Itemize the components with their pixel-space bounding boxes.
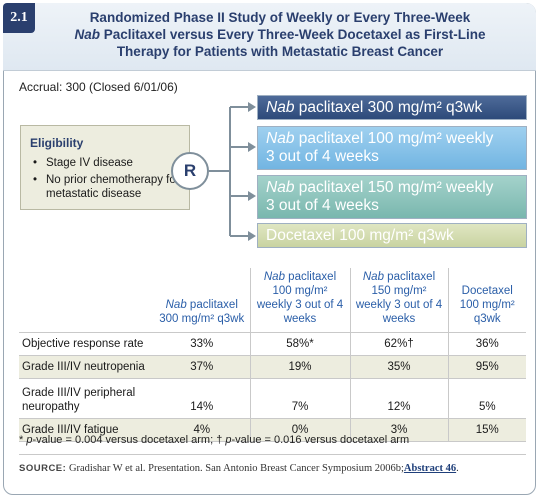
footnote-mark-1: * xyxy=(19,434,27,446)
arm-nab-italic: Nab xyxy=(266,179,295,196)
arm-nab-italic: Nab xyxy=(266,130,295,147)
arm-nab-300-q3wk: Nab paclitaxel 300 mg/m² q3wk xyxy=(257,95,527,120)
source-label: SOURCE: xyxy=(19,463,67,474)
table-corner xyxy=(19,268,154,333)
arm-nab-italic: Nab xyxy=(266,99,295,116)
table-cell: 0% xyxy=(249,418,350,442)
arm-line-1: paclitaxel 100 mg/m² weekly xyxy=(294,130,494,147)
title-line-2-rest: Paclitaxel versus Every Three-Week Docet… xyxy=(100,27,486,42)
footnote-p-italic: p xyxy=(225,434,232,446)
eligibility-box: Eligibility Stage IV disease No prior ch… xyxy=(20,125,190,210)
footnote-text-2: -value = 0.016 versus docetaxel arm xyxy=(231,434,410,446)
table-cell: 14% xyxy=(154,378,250,419)
abstract-link[interactable]: Abstract 46 xyxy=(403,463,457,474)
table-row: Grade III/IV neutropenia 37% 19% 35% 95% xyxy=(19,355,526,379)
footnote-text-1: -value = 0.004 versus docetaxel arm; xyxy=(32,434,217,446)
arm-1-arrowhead xyxy=(248,102,256,112)
row-label: Objective response rate xyxy=(19,332,154,356)
figure-number-badge: 2.1 xyxy=(3,3,35,33)
table-cell: 33% xyxy=(154,332,250,356)
column-header-italic: Nab xyxy=(165,299,187,311)
column-header: Docetaxel 100 mg/m² q3wk xyxy=(447,268,526,333)
results-table: Nab paclitaxel 300 mg/m² q3wk Nab paclit… xyxy=(19,268,526,442)
table-cell: 62%† xyxy=(349,332,448,356)
column-header-text: Docetaxel 100 mg/m² q3wk xyxy=(459,285,515,325)
table-cell: 12% xyxy=(349,378,448,419)
title-nab-italic: Nab xyxy=(74,27,101,42)
source-end: . xyxy=(456,463,459,474)
table-header-row: Nab paclitaxel 300 mg/m² q3wk Nab paclit… xyxy=(19,268,526,333)
table-row: Grade III/IV peripheral neuropathy 14% 7… xyxy=(19,378,526,419)
arm-nab-150-weekly: Nab paclitaxel 150 mg/m² weekly 3 out of… xyxy=(257,175,527,219)
arm-2-arrowhead xyxy=(248,142,256,152)
arm-3-arrowhead xyxy=(248,191,256,201)
arm-line-1: paclitaxel 300 mg/m² q3wk xyxy=(294,99,483,116)
eligibility-list: Stage IV disease No prior chemotherapy f… xyxy=(33,156,183,204)
source-text: Gradishar W et al. Presentation. San Ant… xyxy=(66,463,404,474)
row-label: Grade III/IV neutropenia xyxy=(19,355,154,379)
header-band xyxy=(3,3,536,71)
table-row: Objective response rate 33% 58%* 62%† 36… xyxy=(19,332,526,356)
eligibility-item: Stage IV disease xyxy=(33,156,183,170)
arm-line-2: 3 out of 4 weeks xyxy=(266,148,379,165)
arm-line-1: Docetaxel 100 mg/m² q3wk xyxy=(266,227,454,244)
accrual-text: Accrual: 300 (Closed 6/01/06) xyxy=(19,80,178,94)
table-cell: 5% xyxy=(447,378,526,419)
footnote-mark-2: † xyxy=(216,434,226,446)
table-cell: 19% xyxy=(249,355,350,379)
table-cell: 35% xyxy=(349,355,448,379)
eligibility-item: No prior chemotherapy for metastatic dis… xyxy=(33,173,183,201)
table-cell: 95% xyxy=(447,355,526,379)
column-header-italic: Nab xyxy=(362,271,384,283)
table-cell: 36% xyxy=(447,332,526,356)
title-line-2: Nab Paclitaxel versus Every Three-Week D… xyxy=(70,26,490,43)
randomization-node: R xyxy=(171,152,209,190)
column-header: Nab paclitaxel 150 mg/m² weekly 3 out of… xyxy=(349,268,448,333)
arm-docetaxel-100-q3wk: Docetaxel 100 mg/m² q3wk xyxy=(257,223,527,248)
column-header: Nab paclitaxel 300 mg/m² q3wk xyxy=(154,268,250,333)
arm-line-1: paclitaxel 150 mg/m² weekly xyxy=(294,179,494,196)
table-cell: 37% xyxy=(154,355,250,379)
column-header-text: paclitaxel 300 mg/m² q3wk xyxy=(159,299,245,325)
arm-line-2: 3 out of 4 weeks xyxy=(266,197,379,214)
column-header-text: paclitaxel 150 mg/m² weekly 3 out of 4 w… xyxy=(355,271,443,325)
table-row: Grade III/IV fatigue 4% 0% 3% 15% xyxy=(19,418,526,442)
title-line-3: Therapy for Patients with Metastatic Bre… xyxy=(116,44,444,59)
title-line-1: Randomized Phase II Study of Weekly or E… xyxy=(89,10,471,25)
figure-title: Randomized Phase II Study of Weekly or E… xyxy=(70,9,490,60)
table-cell: 7% xyxy=(249,378,350,419)
eligibility-title: Eligibility xyxy=(30,136,84,150)
column-header-text: paclitaxel 100 mg/m² weekly 3 out of 4 w… xyxy=(256,271,344,325)
arm-4-arrowhead xyxy=(248,231,256,241)
source-citation: SOURCE: Gradishar W et al. Presentation.… xyxy=(19,463,459,474)
source-divider xyxy=(19,454,526,455)
table-cell: 4% xyxy=(154,418,250,442)
column-header-italic: Nab xyxy=(263,271,285,283)
footnote-p-italic: p xyxy=(26,434,33,446)
table-cell: 58%* xyxy=(249,332,350,356)
footnote: * p-value = 0.004 versus docetaxel arm; … xyxy=(19,434,409,446)
row-label: Grade III/IV fatigue xyxy=(19,418,154,442)
arm-nab-100-weekly: Nab paclitaxel 100 mg/m² weekly 3 out of… xyxy=(257,126,527,170)
table-cell: 15% xyxy=(447,418,526,442)
row-label: Grade III/IV peripheral neuropathy xyxy=(19,378,154,419)
column-header: Nab paclitaxel 100 mg/m² weekly 3 out of… xyxy=(249,268,350,333)
table-cell: 3% xyxy=(349,418,448,442)
